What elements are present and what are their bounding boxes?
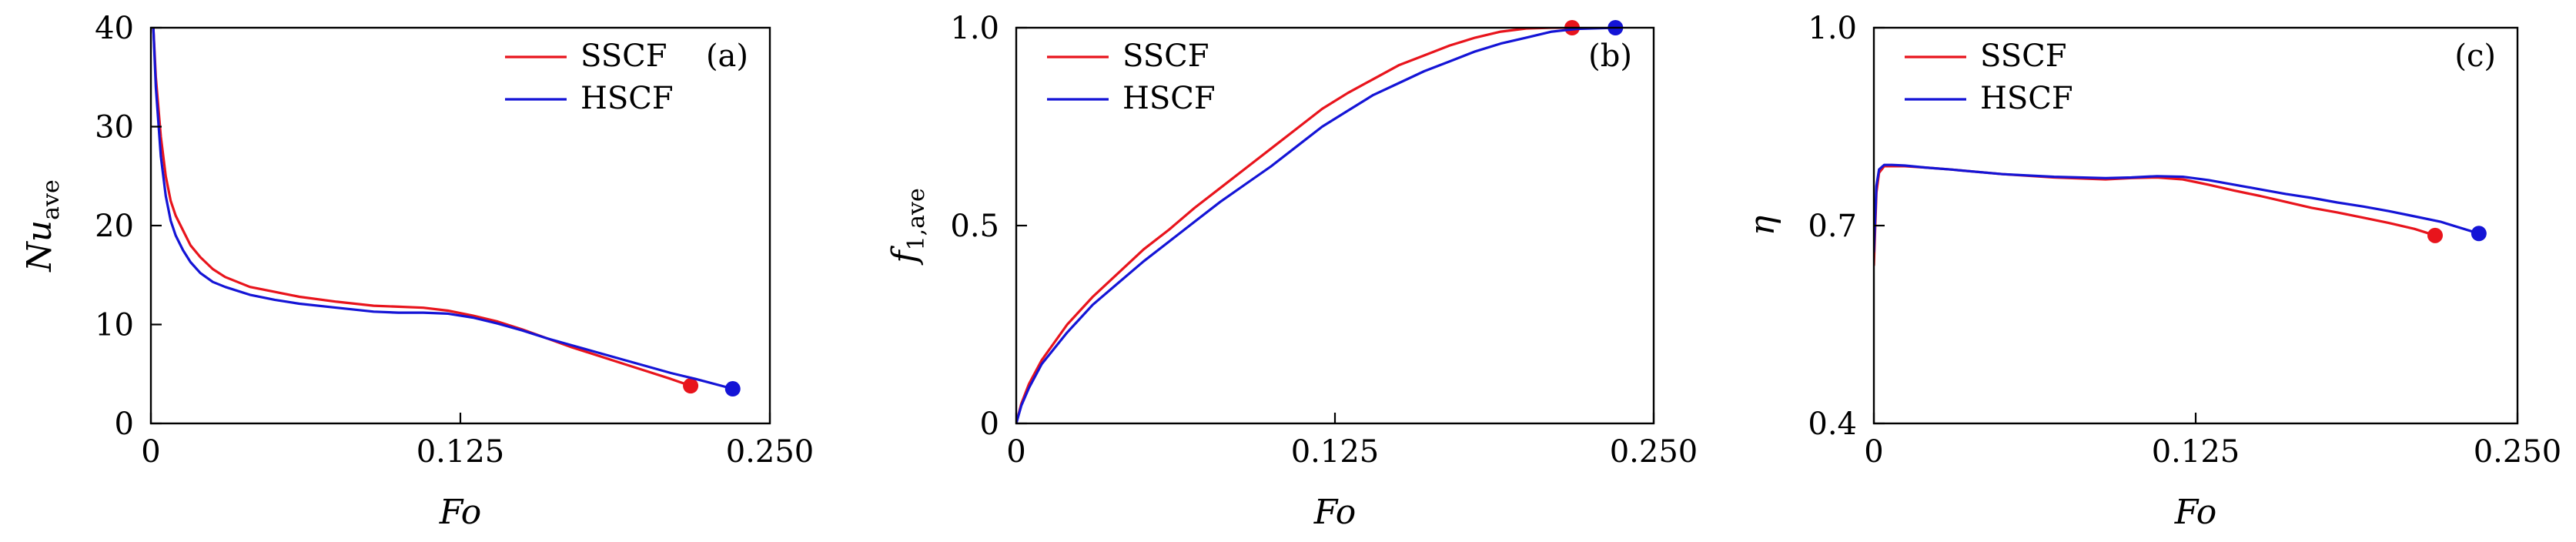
x-tick-label: 0.125 xyxy=(2152,434,2240,470)
legend-label-sscf: SSCF xyxy=(1122,38,1209,74)
legend-label-hscf: HSCF xyxy=(580,81,674,116)
y-axis-title-sub: ave xyxy=(38,179,65,220)
y-axis-title-sub: 1,ave xyxy=(903,188,930,250)
legend-label-hscf: HSCF xyxy=(1980,81,2073,116)
x-tick-label: 0.250 xyxy=(2474,434,2562,470)
y-tick-label: 0.4 xyxy=(1808,406,1857,442)
series-line-hscf xyxy=(1874,163,2481,253)
x-tick-label: 0.125 xyxy=(1291,434,1380,470)
y-axis-title: Nuave xyxy=(20,179,65,272)
y-tick-label: 0.7 xyxy=(1808,209,1857,244)
chart-panel-3: 0 0.125 0.250 0.4 0.7 1.0 Fo η SSCF HSCF (c) xyxy=(1743,11,2561,532)
end-marker-sscf xyxy=(683,378,699,394)
series-line-sscf xyxy=(1874,165,2437,266)
y-axis-title: η xyxy=(1743,216,1782,236)
y-axis-title-main: Nu xyxy=(20,220,59,273)
panel-label: (c) xyxy=(2454,38,2496,74)
series-line-hscf xyxy=(1016,28,1617,423)
legend-label-sscf: SSCF xyxy=(580,38,667,74)
y-tick-label: 0.5 xyxy=(950,209,999,244)
y-tick-label: 20 xyxy=(95,209,134,244)
y-tick-label: 10 xyxy=(95,308,134,343)
x-axis-title: Fo xyxy=(1313,493,1357,532)
y-tick-label: 40 xyxy=(95,11,134,46)
end-marker-hscf xyxy=(724,381,741,397)
panel-label: (a) xyxy=(706,38,748,74)
plot-frame xyxy=(1872,26,2519,425)
x-tick-label: 0.250 xyxy=(1610,434,1698,470)
y-tick-label: 0 xyxy=(980,406,999,442)
y-tick-label: 0 xyxy=(115,406,134,442)
x-tick-label: 0 xyxy=(1006,434,1025,470)
panel-label: (b) xyxy=(1588,38,1632,74)
plot-frame xyxy=(1015,26,1655,425)
y-tick-label: 30 xyxy=(95,110,134,146)
y-axis-title-main: η xyxy=(1743,216,1782,236)
y-tick-label: 1.0 xyxy=(950,11,999,46)
series-line-sscf xyxy=(1016,28,1574,423)
x-tick-label: 0 xyxy=(141,434,160,470)
chart-panel-1: 0 0.125 0.250 0 10 20 30 40 Fo Nuave SSCF HSCF (a) xyxy=(20,11,814,532)
y-tick-label: 1.0 xyxy=(1808,11,1857,46)
chart-panel-2: 0 0.125 0.250 0 0.5 1.0 Fo f1,ave SSCF HSCF (b) xyxy=(885,11,1698,532)
end-marker-sscf xyxy=(2427,227,2443,243)
end-marker-hscf xyxy=(2471,226,2487,242)
x-tick-label: 0.125 xyxy=(417,434,505,470)
x-axis-title: Fo xyxy=(2174,493,2217,532)
legend-label-sscf: SSCF xyxy=(1980,38,2066,74)
y-axis-title: f1,ave xyxy=(885,188,930,266)
x-tick-label: 0 xyxy=(1864,434,1883,470)
x-tick-label: 0.250 xyxy=(726,434,815,470)
legend-label-hscf: HSCF xyxy=(1122,81,1216,116)
series-line-hscf xyxy=(152,28,734,390)
series-line-sscf xyxy=(152,28,692,387)
x-axis-title: Fo xyxy=(439,493,482,532)
plot-frame xyxy=(149,26,771,425)
